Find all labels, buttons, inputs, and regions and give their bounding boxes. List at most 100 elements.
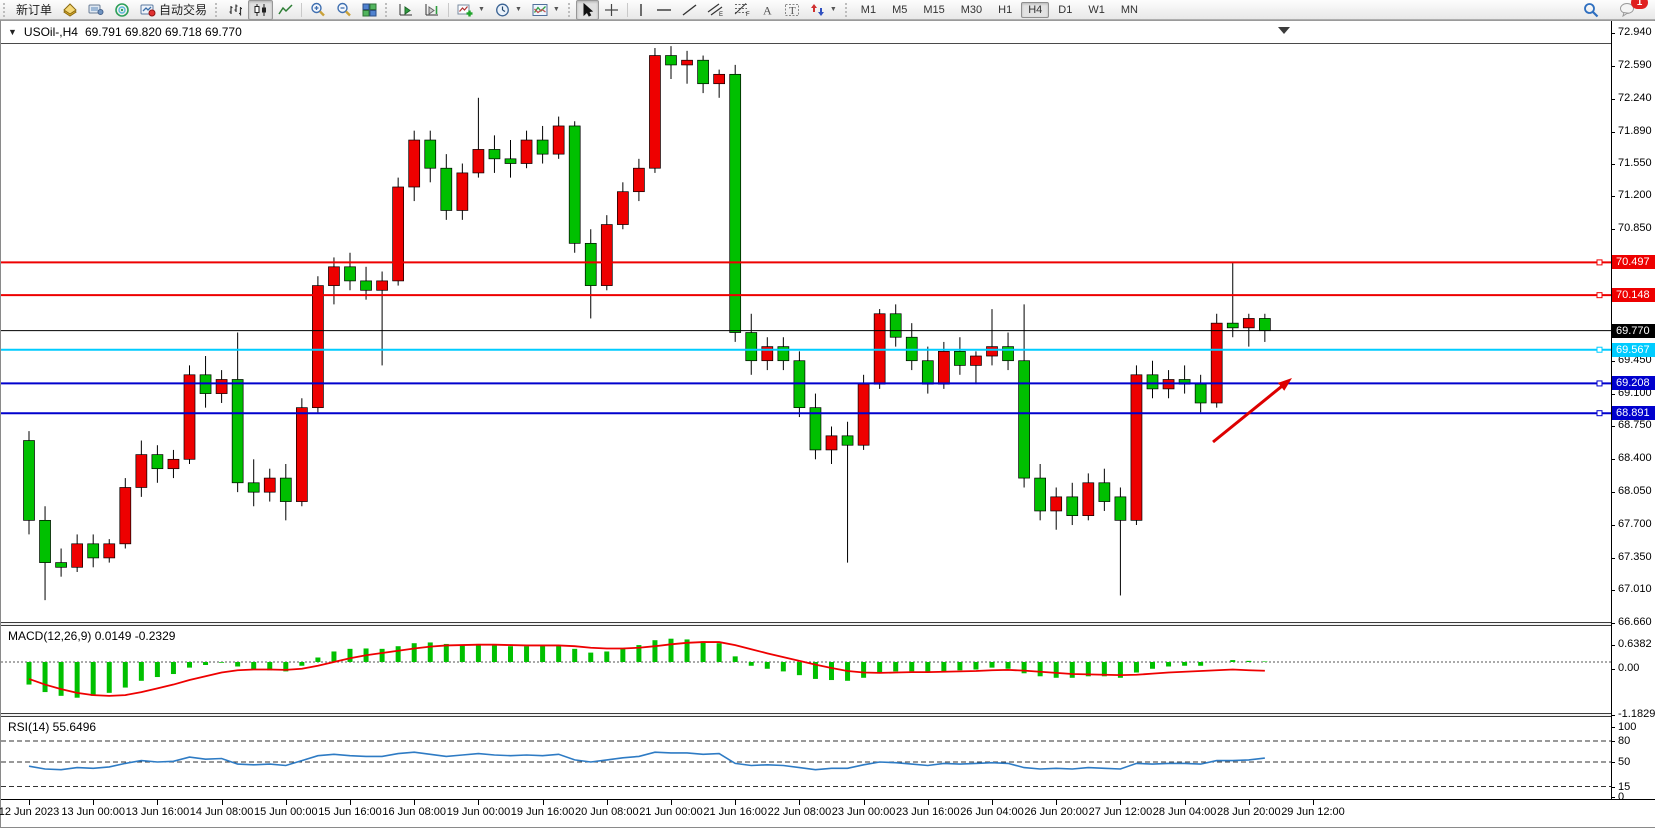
time-axis-label: 22 Jun 08:00 (767, 806, 832, 818)
price-axis-label: 68.750 (1618, 419, 1652, 432)
bar-chart-button[interactable] (223, 0, 248, 20)
candle-up (986, 346, 998, 357)
time-axis-tick (992, 800, 993, 805)
time-axis-label: 21 Jun 00:00 (639, 806, 703, 818)
toolbar-grip[interactable] (3, 2, 7, 17)
candlestick-chart-button[interactable] (248, 0, 274, 20)
timeframe-m1[interactable]: M1 (860, 3, 877, 16)
fibonacci-button[interactable]: F (729, 0, 756, 20)
chart-title: USOil-,H4 (23, 25, 78, 39)
auto-scroll-button[interactable] (393, 0, 419, 20)
level-price-tag: 70.497 (1612, 255, 1655, 270)
search-icon (1584, 2, 1599, 17)
time-axis-label: 26 Jun 04:00 (960, 806, 1024, 818)
toolbar-grip[interactable] (215, 2, 219, 17)
chart-window: ▼ USOil-,H4 69.791 69.820 69.718 69.770 … (0, 20, 1655, 828)
panel-splitter[interactable] (1, 622, 1611, 626)
line-handle[interactable] (1596, 410, 1603, 417)
candle-down (247, 482, 260, 493)
horizontal-line-button[interactable] (651, 0, 677, 20)
quotes-icon[interactable] (57, 0, 83, 20)
timeframe-m15[interactable]: M15 (923, 3, 945, 16)
crosshair-button[interactable] (599, 0, 624, 20)
toolbar-separator (301, 2, 303, 17)
timeframe-mn[interactable]: MN (1120, 3, 1138, 16)
time-axis-label: 29 Jun 12:00 (1281, 806, 1345, 818)
panel-splitter[interactable] (1, 713, 1611, 717)
toolbar-grip[interactable] (844, 2, 849, 17)
time-axis-label: 23 Jun 00:00 (831, 806, 896, 818)
level-price-tag: 68.891 (1612, 406, 1655, 421)
new-order-button[interactable]: 新订单 (11, 0, 57, 20)
price-axis-tick (1612, 557, 1615, 559)
terminal-icon[interactable] (83, 0, 109, 20)
price-axis-label: 71.550 (1618, 156, 1652, 169)
time-axis-tick (1056, 800, 1058, 805)
candle-up (1210, 322, 1223, 404)
time-axis-label: 16 Jun 08:00 (382, 806, 446, 818)
timeframe-w1[interactable]: W1 (1088, 3, 1105, 16)
time-axis-label: 23 Jun 16:00 (895, 806, 960, 818)
arrow-annotation-head[interactable] (1277, 378, 1292, 391)
timeframe-m5[interactable]: M5 (892, 3, 908, 16)
indicators-button[interactable]: ▼ (452, 0, 490, 20)
line-handle[interactable] (1596, 259, 1603, 266)
candle-up (1130, 374, 1143, 521)
symbol-dropdown-icon[interactable]: ▼ (8, 27, 17, 37)
tile-windows-button[interactable] (357, 0, 382, 20)
candle-down (23, 440, 35, 521)
price-axis-tick (1612, 360, 1615, 362)
price-axis-tick (1612, 622, 1615, 624)
channel-button[interactable]: E (702, 0, 729, 20)
candle-up (392, 186, 404, 282)
candle-down (1002, 346, 1014, 362)
toolbar-grip[interactable] (567, 2, 572, 17)
candle-up (376, 280, 388, 291)
arrow-annotation[interactable] (1212, 383, 1286, 444)
candle-up (616, 191, 629, 225)
chart-shift-marker[interactable] (1278, 27, 1290, 34)
macd-axis-label: 0.6382 (1618, 638, 1652, 650)
price-axis[interactable]: 72.940 72.590 72.240 71.890 71.550 71.200 70.8… (1611, 21, 1655, 803)
svg-text:A: A (763, 3, 772, 17)
arrows-button[interactable]: ▼ (805, 0, 842, 20)
timeframe-h1[interactable]: H1 (998, 3, 1013, 16)
time-axis-label: 21 Jun 16:00 (703, 806, 767, 818)
candle-up (761, 346, 774, 362)
timeframe-d1[interactable]: D1 (1058, 3, 1073, 16)
text-button[interactable]: A (756, 0, 779, 20)
candle-down (665, 55, 677, 66)
timeframe-m30[interactable]: M30 (960, 3, 983, 16)
templates-button[interactable]: ▼ (527, 0, 565, 20)
trendline-button[interactable] (677, 0, 702, 20)
zoom-out-button[interactable] (331, 0, 357, 20)
line-handle[interactable] (1596, 380, 1603, 387)
time-axis-label: 15 Jun 16:00 (318, 806, 382, 818)
cursor-button[interactable] (575, 0, 599, 20)
candle-up (520, 139, 533, 164)
line-handle[interactable] (1596, 346, 1603, 353)
candle-down (39, 519, 51, 563)
vertical-line-button[interactable] (631, 0, 651, 20)
periods-button[interactable]: ▼ (490, 0, 527, 20)
chat-button[interactable]: 1 (1614, 0, 1648, 20)
time-axis[interactable]: 12 Jun 2023 13 Jun 00:00 13 Jun 16:00 14 Ju… (0, 799, 1655, 827)
line-handle[interactable] (1596, 292, 1603, 299)
zoom-in-button[interactable] (305, 0, 331, 20)
timeframe-h4[interactable]: H4 (1021, 1, 1050, 18)
candle-down (231, 379, 244, 484)
text-label-button[interactable]: T (779, 0, 805, 20)
candle-down (745, 332, 758, 362)
toolbar-grip[interactable] (385, 2, 389, 17)
cursor-icon (583, 2, 593, 17)
candle-up (215, 379, 228, 394)
rsi-indicator-label: RSI(14) 55.6496 (8, 720, 97, 734)
price-axis-label: 71.200 (1618, 189, 1652, 202)
signals-icon[interactable] (109, 0, 135, 20)
line-chart-button[interactable] (273, 0, 298, 20)
search-button[interactable] (1578, 0, 1604, 20)
autotrading-button[interactable]: 自动交易 (135, 0, 212, 20)
chart-shift-button[interactable] (419, 0, 445, 20)
autotrading-label: 自动交易 (159, 3, 208, 17)
level-price-tag: 69.567 (1612, 342, 1655, 357)
